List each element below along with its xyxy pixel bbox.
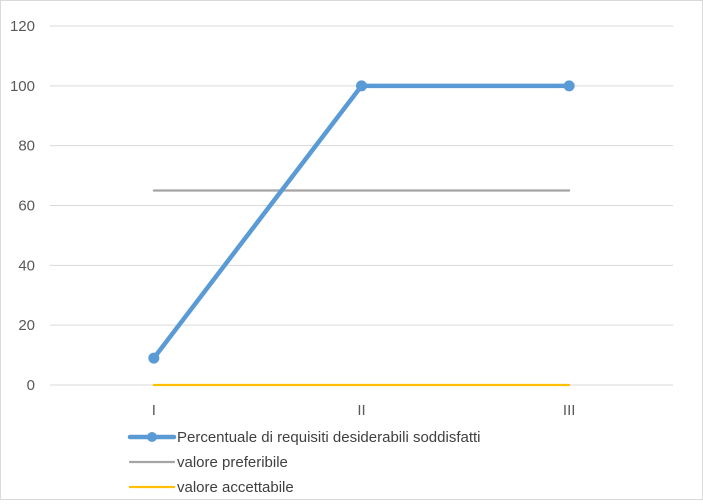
x-tick-label: I: [152, 402, 156, 419]
x-axis-tick-labels: I II III: [152, 402, 576, 419]
y-tick-label: 80: [18, 138, 35, 155]
y-tick-label: 120: [10, 18, 35, 35]
grid-lines: [50, 25, 673, 386]
legend-marker: [147, 432, 157, 442]
y-tick-label: 0: [27, 377, 35, 394]
x-tick-label: III: [563, 402, 576, 419]
y-tick-label: 60: [18, 198, 35, 215]
series-line: [151, 83, 572, 361]
legend-label: Percentuale di requisiti desiderabili so…: [177, 429, 481, 446]
legend: Percentuale di requisiti desiderabili so…: [127, 429, 481, 496]
data-point: [356, 80, 367, 92]
y-axis-tick-labels: 0 20 40 60 80 100 120: [10, 18, 35, 394]
legend-label: valore accettabile: [177, 479, 294, 496]
y-tick-label: 20: [18, 317, 35, 334]
legend-label: valore preferibile: [177, 454, 288, 471]
y-tick-label: 40: [18, 257, 35, 274]
data-point: [563, 80, 575, 92]
series-lines: [148, 80, 575, 387]
x-tick-label: II: [357, 402, 365, 419]
y-tick-label: 100: [10, 78, 35, 95]
data-point: [148, 352, 160, 364]
